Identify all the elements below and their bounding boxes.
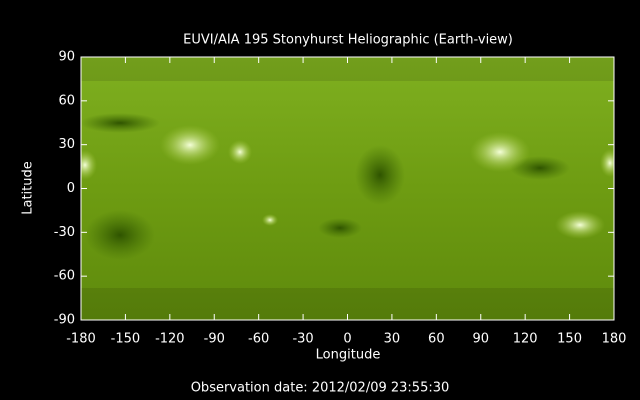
x-tick-label: 60 (428, 332, 445, 347)
x-tick-label: -60 (248, 332, 269, 347)
x-tick-label: -90 (204, 332, 225, 347)
x-tick-label: 120 (513, 332, 538, 347)
x-tick-label: 90 (472, 332, 489, 347)
y-tick-label: -60 (54, 269, 75, 284)
y-tick-label: 0 (67, 181, 75, 196)
x-tick-label: 150 (557, 332, 582, 347)
x-tick-label: 0 (343, 332, 351, 347)
solar-map (81, 57, 614, 320)
observation-date: Observation date: 2012/02/09 23:55:30 (191, 381, 450, 396)
y-tick-label: -90 (54, 313, 75, 328)
x-tick-label: -180 (66, 332, 96, 347)
chart-title: EUVI/AIA 195 Stonyhurst Heliographic (Ea… (183, 33, 513, 48)
x-axis-label: Longitude (316, 348, 381, 363)
x-tick-label: -150 (111, 332, 141, 347)
x-tick-label: 180 (602, 332, 627, 347)
y-tick-label: 30 (58, 137, 75, 152)
y-tick-label: -30 (54, 225, 75, 240)
x-tick-label: 30 (384, 332, 401, 347)
y-axis-label: Latitude (21, 161, 36, 215)
x-tick-label: -30 (292, 332, 313, 347)
y-tick-label: 60 (58, 93, 75, 108)
y-tick-label: 90 (58, 50, 75, 65)
x-tick-label: -120 (155, 332, 185, 347)
